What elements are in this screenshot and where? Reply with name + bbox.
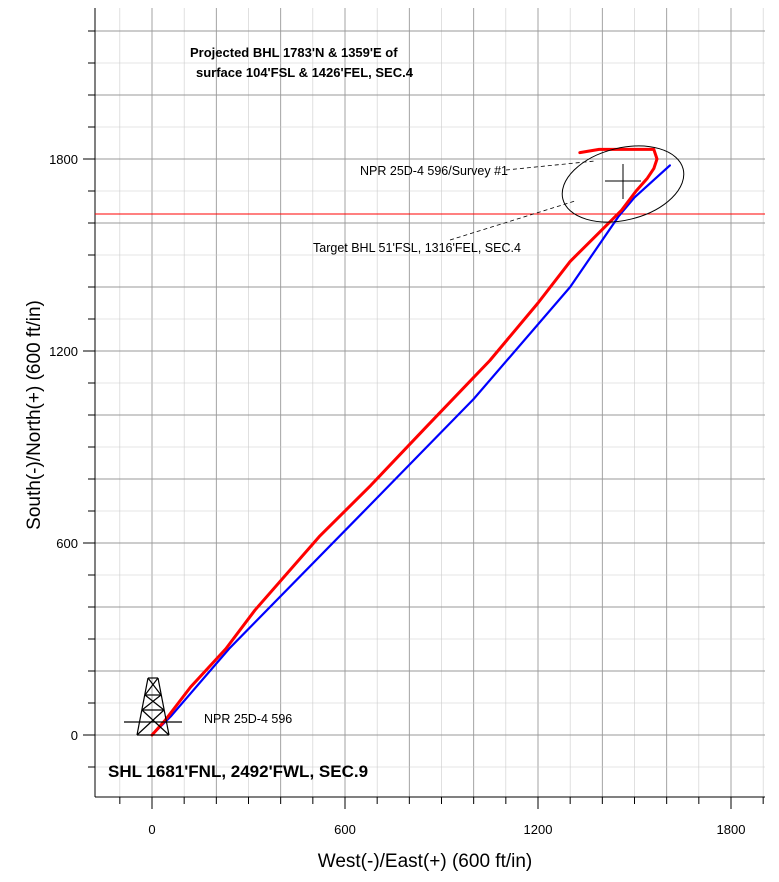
rig-leg-right xyxy=(157,677,170,736)
rig-leg-left xyxy=(136,677,149,736)
shl-label: SHL 1681'FNL, 2492'FWL, SEC.9 xyxy=(108,762,368,781)
series-survey-line xyxy=(150,147,659,737)
x-tick-label: 1800 xyxy=(717,822,746,837)
well-label: NPR 25D-4 596 xyxy=(204,712,292,726)
target-label: Target BHL 51'FSL, 1316'FEL, SEC.4 xyxy=(313,241,521,255)
y-tick-label: 1200 xyxy=(49,344,78,359)
rig-cross xyxy=(136,709,165,736)
labels-group: Projected BHL 1783'N & 1359'E of surface… xyxy=(24,45,532,872)
chart-title-line-1: Projected BHL 1783'N & 1359'E of xyxy=(190,45,398,60)
survey-label: NPR 25D-4 596/Survey #1 xyxy=(360,164,508,178)
y-tick-label: 1800 xyxy=(49,152,78,167)
series-planned-line xyxy=(150,164,671,737)
survey-leader-line xyxy=(505,160,596,171)
target-circle xyxy=(561,145,685,223)
chart-title-line-2: surface 104'FSL & 1426'FEL, SEC.4 xyxy=(196,65,414,80)
rig-cross xyxy=(144,694,165,711)
rig-cross xyxy=(147,677,162,696)
rig-icon xyxy=(124,677,182,736)
y-tick-label: 600 xyxy=(56,536,78,551)
series-group xyxy=(150,147,671,737)
axes: 0 600 1200 1800 0 600 1200 1800 xyxy=(49,8,765,837)
rig-cross xyxy=(144,677,159,696)
target-group xyxy=(449,145,685,241)
grid xyxy=(95,8,765,797)
target-leader-line xyxy=(449,200,576,241)
x-tick-label: 600 xyxy=(334,822,356,837)
x-tick-label: 1200 xyxy=(524,822,553,837)
x-axis-title: West(-)/East(+) (600 ft/in) xyxy=(318,851,533,872)
rig-cross xyxy=(141,694,162,711)
y-axis-title: South(-)/North(+) (600 ft/in) xyxy=(24,300,45,530)
y-tick-label: 0 xyxy=(71,728,78,743)
x-tick-label: 0 xyxy=(148,822,155,837)
rig-cross xyxy=(141,709,170,736)
